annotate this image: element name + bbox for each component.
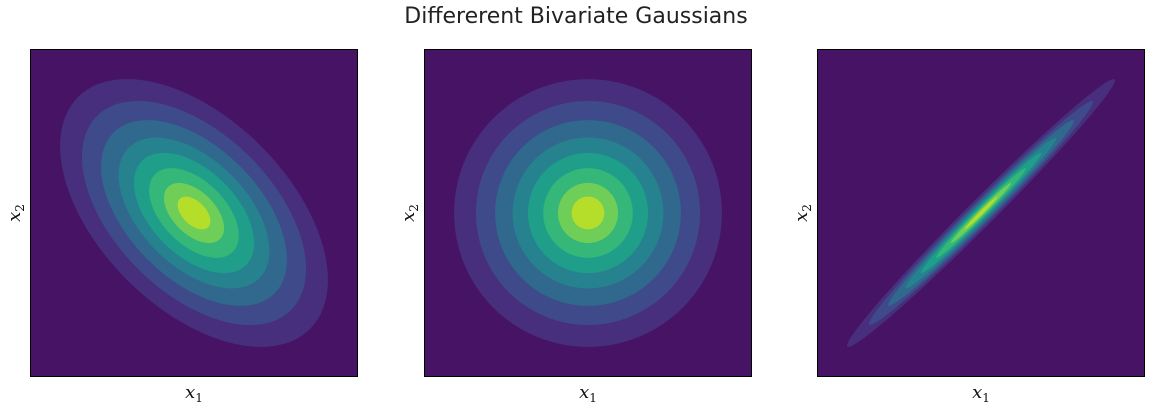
contour-level-8 <box>571 196 605 230</box>
contour-level-8 <box>177 196 211 230</box>
y-axis-label: x2 <box>398 204 421 222</box>
subplot-2: x1 x2 <box>398 49 752 405</box>
x-axis-label: x1 <box>579 382 597 405</box>
y-axis-label: x2 <box>4 204 27 222</box>
x-axis-label: x1 <box>185 382 203 405</box>
axes-frame <box>30 49 358 377</box>
x-axis-label: x1 <box>972 382 990 405</box>
subplot-3: x1 x2 <box>791 49 1145 405</box>
y-axis-label: x2 <box>791 204 814 222</box>
contour-level-8 <box>964 196 998 230</box>
figure-title: Differerent Bivariate Gaussians <box>404 4 748 29</box>
axes-frame <box>817 49 1145 377</box>
subplot-1: x1 x2 <box>4 49 358 405</box>
axes-frame <box>424 49 752 377</box>
